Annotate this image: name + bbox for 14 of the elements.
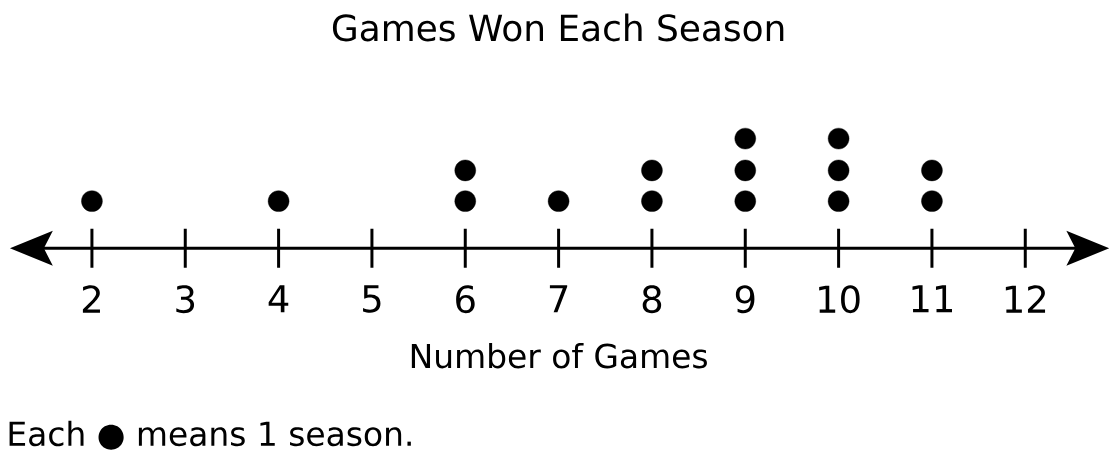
x-tick-label: 6 xyxy=(456,285,475,314)
x-tick-label: 12 xyxy=(1005,285,1046,313)
x-tick-label: 4 xyxy=(268,285,289,313)
x-tick-label: 9 xyxy=(735,285,755,314)
x-tick-label: 10 xyxy=(819,285,860,314)
x-tick-label: 3 xyxy=(176,285,195,314)
x-tick-label: 2 xyxy=(82,285,100,313)
x-tick-label: 7 xyxy=(549,285,568,313)
x-tick-label: 5 xyxy=(363,285,381,313)
chart-title: Games Won Each Season xyxy=(332,13,784,42)
x-axis-title: Number of Games xyxy=(411,343,707,369)
x-tick-label: 11 xyxy=(912,285,952,313)
x-tick-label: 8 xyxy=(642,285,662,314)
text: Each ● means 1 season. xyxy=(9,420,411,450)
